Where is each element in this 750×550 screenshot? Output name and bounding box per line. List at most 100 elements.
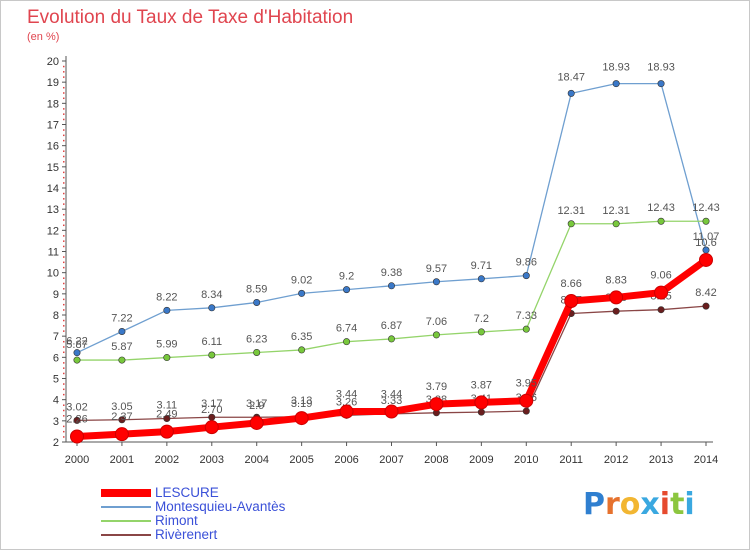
data-label: 5.87 bbox=[66, 339, 87, 351]
x-tick-label: 2013 bbox=[649, 454, 673, 466]
data-point bbox=[73, 356, 81, 364]
data-point bbox=[477, 408, 485, 416]
data-label: 3.11 bbox=[157, 400, 178, 412]
y-minor-tick bbox=[63, 282, 65, 285]
data-point bbox=[477, 275, 485, 283]
y-minor-tick bbox=[63, 383, 65, 385]
data-point bbox=[384, 404, 399, 419]
y-minor-tick bbox=[63, 309, 65, 311]
data-label: 3.95 bbox=[516, 378, 537, 390]
y-minor-tick bbox=[63, 235, 65, 237]
data-label: 12.31 bbox=[557, 205, 585, 217]
y-minor-tick bbox=[63, 139, 65, 142]
data-label: 5.87 bbox=[111, 341, 132, 353]
y-tick-label: 20 bbox=[47, 56, 59, 68]
y-tick-label: 2 bbox=[53, 437, 59, 449]
data-label: 8.22 bbox=[156, 291, 177, 303]
y-minor-tick bbox=[63, 108, 65, 110]
data-label: 9.86 bbox=[516, 257, 537, 269]
data-label: 18.93 bbox=[602, 62, 630, 74]
data-point bbox=[699, 252, 713, 267]
series-rimont: 5.87 5.87 5.99 6.11 6.23 6.35 6.74 6.87 7.06 7.2 7… bbox=[66, 202, 720, 364]
logo-letter: x bbox=[640, 487, 660, 522]
y-minor-tick bbox=[63, 393, 65, 396]
x-tick-label: 2014 bbox=[694, 454, 718, 466]
data-point bbox=[519, 393, 534, 408]
y-minor-tick bbox=[63, 256, 65, 258]
y-minor-tick bbox=[63, 367, 65, 369]
data-label: 7.2 bbox=[474, 313, 489, 325]
data-point bbox=[114, 427, 129, 442]
data-point bbox=[657, 217, 665, 225]
y-minor-tick bbox=[63, 436, 65, 438]
data-point bbox=[657, 80, 665, 88]
data-label: 6.11 bbox=[201, 336, 222, 348]
y-minor-tick bbox=[63, 76, 65, 78]
data-label: 3.17 bbox=[246, 398, 267, 410]
x-tick-label: 2002 bbox=[155, 454, 179, 466]
y-tick-label: 9 bbox=[53, 289, 59, 301]
y-minor-tick bbox=[63, 129, 65, 131]
y-tick-label: 12 bbox=[47, 225, 59, 237]
data-label: 9.02 bbox=[291, 274, 312, 286]
logo-letter: t bbox=[670, 487, 685, 522]
y-tick-label: 4 bbox=[53, 395, 59, 407]
data-point bbox=[298, 346, 306, 354]
legend-item: Rivèrenert bbox=[101, 528, 285, 542]
data-label: 3.19 bbox=[291, 398, 312, 410]
y-minor-tick bbox=[63, 330, 65, 332]
legend-item: Rimont bbox=[101, 514, 285, 528]
y-minor-tick bbox=[63, 155, 65, 158]
legend-swatch bbox=[101, 534, 151, 536]
y-minor-tick bbox=[63, 71, 65, 73]
series-line bbox=[76, 82, 707, 354]
data-point bbox=[522, 272, 530, 280]
legend-item: LESCURE bbox=[101, 486, 285, 500]
y-minor-tick bbox=[63, 298, 65, 301]
data-point bbox=[387, 335, 395, 343]
data-point bbox=[208, 351, 216, 359]
data-label: 2.49 bbox=[156, 409, 177, 421]
y-minor-tick bbox=[63, 277, 65, 279]
logo-letter: o bbox=[619, 487, 641, 522]
series-montesquieu-avant-s: 6.22 7.22 8.22 8.34 8.59 9.02 9.2 9.38 9.57 9.71 9… bbox=[66, 62, 719, 357]
data-point bbox=[432, 331, 440, 339]
legend-label: Rivèrenert bbox=[155, 527, 218, 542]
data-point bbox=[612, 307, 620, 315]
legend-swatch bbox=[101, 520, 151, 522]
y-tick-label: 11 bbox=[48, 247, 59, 259]
data-point bbox=[522, 407, 530, 415]
data-label: 3.44 bbox=[381, 389, 402, 401]
y-tick-label: 19 bbox=[47, 77, 59, 89]
data-label: 3.13 bbox=[291, 395, 312, 407]
data-label: 8.59 bbox=[246, 284, 267, 296]
data-label: 3.33 bbox=[381, 395, 402, 407]
logo-letter: P bbox=[583, 487, 605, 522]
y-minor-tick bbox=[63, 415, 65, 417]
data-label: 6.87 bbox=[381, 320, 402, 332]
data-label: 18.93 bbox=[647, 62, 675, 74]
y-minor-tick bbox=[63, 203, 65, 205]
data-label: 8.42 bbox=[695, 287, 716, 299]
data-label: 3.17 bbox=[201, 398, 222, 410]
data-label: 7.22 bbox=[111, 313, 132, 325]
y-minor-tick bbox=[63, 219, 65, 221]
data-label: 8.83 bbox=[605, 274, 626, 286]
x-tick-label: 2007 bbox=[379, 454, 403, 466]
data-label: 2.26 bbox=[66, 413, 87, 425]
data-point bbox=[339, 404, 354, 419]
legend-label: Rimont bbox=[155, 513, 198, 528]
y-tick-label: 3 bbox=[53, 416, 59, 428]
data-point bbox=[612, 220, 620, 228]
y-tick-label: 10 bbox=[47, 268, 59, 280]
data-point bbox=[429, 397, 444, 412]
y-minor-tick bbox=[63, 261, 65, 264]
data-label: 9.38 bbox=[381, 267, 402, 279]
x-tick-label: 2010 bbox=[514, 454, 538, 466]
data-point bbox=[387, 282, 395, 290]
y-tick-label: 7 bbox=[53, 331, 59, 343]
data-label: 8.66 bbox=[561, 278, 582, 290]
y-minor-tick bbox=[63, 113, 65, 115]
x-tick-label: 2005 bbox=[289, 454, 313, 466]
y-tick-label: 14 bbox=[47, 183, 59, 195]
